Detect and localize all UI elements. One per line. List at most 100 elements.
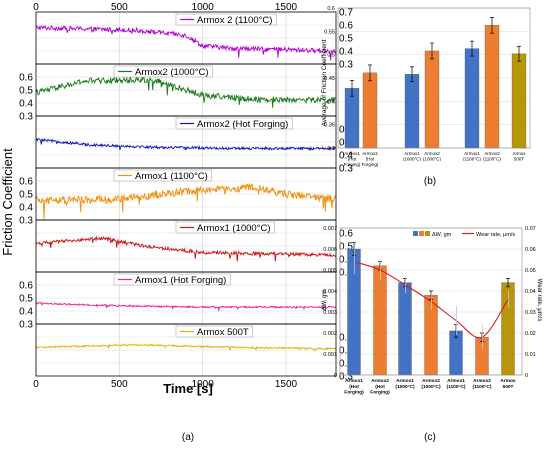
chart-b-bar-0 — [344, 88, 360, 149]
figure-label-b: (b) — [424, 176, 436, 187]
chart-b-category-label-2: Armox1 (1000°C) — [403, 151, 422, 162]
chart-a-series-line-2 — [35, 137, 336, 152]
chart-c-ytick-right-label-3: 0.04 — [525, 289, 536, 295]
chart-c-category-label-line-0-0: Armox1 — [345, 378, 363, 384]
chart-a-legend-box-1 — [113, 65, 213, 78]
chart-a-ytick-label-0-4: 0.3 — [339, 60, 353, 71]
chart-b-category-label-line-3-0: Armox2 — [424, 151, 440, 156]
chart-a-series-line-1 — [35, 76, 337, 108]
chart-b-category-label-line-0-2: Forging) — [344, 162, 361, 167]
chart-c-legend-line-label: Wear rate, μm/s — [476, 232, 515, 238]
chart-a-legend-label-4: Armox1 (1000°C) — [197, 223, 271, 234]
chart-a-xtick-top-label-3: 1500 — [275, 2, 298, 13]
chart-c-ytick-label-1: 0.006 — [323, 247, 337, 253]
chart-c-category-label-line-5-0: Armox2 — [473, 378, 491, 384]
chart-a-ytick-label-1-4: 0.3 — [19, 112, 33, 123]
chart-a-xtick-label-1: 500 — [111, 379, 128, 390]
chart-c-ytick-right-label-7: 0 — [525, 373, 528, 379]
chart-b-ytick-label-3: 0.45 — [324, 76, 335, 82]
chart-a-ytick-label-4-4: 0.3 — [339, 268, 353, 279]
chart-a-legend-label-6: Armox 500T — [197, 327, 249, 338]
chart-c-ytick-right-label-2: 0.05 — [525, 268, 536, 274]
figure-label-c: (c) — [424, 432, 436, 443]
chart-a-frames: Armox 2 (1100°C) Armox2 (1000°C) Armox2 (H… — [35, 11, 337, 377]
chart-a-ytick-label-3-3: 0.4 — [19, 203, 33, 214]
chart-a-series-line-3 — [35, 183, 337, 220]
chart-b-bar-2 — [404, 74, 420, 149]
chart-c-category-label-0: Armox1 (Hot Forging) — [344, 378, 364, 396]
chart-a-legend-box-3 — [113, 169, 213, 182]
chart-b-category-label-3: Armox2 (1000°C) — [423, 151, 442, 162]
chart-b-ytick-label-6: 0.3 — [327, 146, 335, 152]
chart-c-bar-3 — [424, 295, 438, 376]
chart-c-category-label-line-1-2: Forging) — [370, 390, 390, 396]
chart-c-bar-0 — [347, 248, 361, 376]
chart-a-legend-label-1: Armox2 (1000°C) — [135, 67, 209, 78]
chart-a-ytick-label-0-1: 0.6 — [339, 21, 353, 32]
chart-c-ytick-right-label-6: 0.01 — [525, 352, 536, 358]
chart-a-ytick-label-1-2: 0.5 — [19, 86, 33, 97]
chart-a-xtick-top-label-1: 500 — [111, 2, 128, 13]
chart-b-bar-6 — [511, 53, 527, 149]
chart-c-category-label-line-2-1: (1000°C) — [395, 384, 415, 390]
chart-b-category-label-line-1-2: Forging) — [362, 162, 379, 167]
chart-a-legend-label-5: Armox1 (Hot Forging) — [135, 275, 226, 286]
chart-c-bar-5 — [475, 337, 489, 376]
chart-a-xtick-label-0: 0 — [33, 379, 39, 390]
chart-c-ytick-label-0: 0.007 — [323, 226, 337, 232]
chart-b-category-label-line-5-1: (1100°C) — [483, 157, 501, 162]
figure-label-a: (a) — [182, 432, 194, 443]
chart-a-ytick-label-3-2: 0.5 — [19, 190, 33, 201]
chart-b-category-label-line-0-0: Armox1 — [344, 151, 360, 156]
chart-a-series-line-4 — [35, 235, 337, 262]
chart-a-legend-label-3: Armox1 (1100°C) — [135, 171, 208, 182]
chart-b-bars — [344, 16, 527, 149]
chart-b-bar-3 — [424, 50, 440, 149]
chart-b-category-label-line-1-1: (Hot — [366, 157, 375, 162]
chart-b-category-label-line-2-0: Armox1 — [404, 151, 420, 156]
chart-b-category-label-6: Armox 500T — [512, 151, 526, 162]
chart-b-ytick-label-4: 0.4 — [327, 99, 335, 105]
chart-b-category-label-0: Armox1 (Hot Forging) — [344, 151, 361, 167]
chart-a-legend-box-6 — [175, 325, 254, 338]
chart-a-ytick-label-1-1: 0.6 — [19, 73, 33, 84]
chart-b-frame — [337, 7, 531, 149]
chart-c-legend: ΔW, gm Wear rate, μm/s — [413, 231, 515, 238]
chart-a-series-line-6 — [35, 343, 337, 353]
chart-c-ytick-right-label-5: 0.02 — [525, 331, 536, 337]
chart-c-category-label-line-1-0: Armox2 — [371, 378, 389, 384]
chart-c-ytick-right-label-1: 0.06 — [525, 247, 536, 253]
chart-a-x-axis-label: Time [s] — [163, 381, 213, 396]
chart-a-ytick-label-2-4: 0.3 — [339, 164, 353, 175]
chart-c-category-label-line-4-1: (1100°C) — [447, 384, 466, 390]
chart-c-wear-rate-line — [353, 249, 509, 350]
chart-c-category-label-line-6-1: 500T — [503, 384, 514, 390]
chart-c-legend-swatch-orange — [419, 231, 424, 236]
chart-c-legend-bar-label: ΔW, gm — [432, 232, 452, 238]
chart-a-ytick-label-3-4: 0.3 — [19, 216, 33, 227]
chart-b-bar-5 — [484, 25, 500, 149]
chart-a-ytick-label-2-3: 0.4 — [339, 151, 353, 162]
chart-a-ytick-label-6-1: 0.6 — [339, 333, 353, 344]
chart-a-xtick-label-3: 1500 — [275, 379, 298, 390]
chart-a-series-line-5 — [35, 301, 337, 311]
chart-a-ytick-label-4-1: 0.6 — [339, 229, 353, 240]
chart-c-category-label-4: Armox1 (1100°C) — [447, 378, 466, 390]
chart-a-ytick-label-6-3: 0.4 — [339, 359, 353, 370]
chart-c-category-label-line-3-1: (1000°C) — [421, 384, 441, 390]
chart-c-legend-swatch-blue — [413, 231, 418, 236]
chart-a-series-group — [35, 24, 337, 353]
chart-c-right-y-axis-label: Wear rate, μm/s — [536, 279, 542, 322]
chart-c-frame — [339, 227, 523, 376]
chart-c-bars — [347, 242, 515, 376]
chart-c-category-label-line-6-0: Armox — [500, 378, 516, 384]
chart-c-wear: 0.007 0.006 0.005 0.004 0.003 0.002 0.001 0 Armo… — [322, 226, 542, 396]
chart-b-category-label-line-0-1: (Hot — [348, 157, 357, 162]
chart-b-category-label-line-4-0: Armox1 — [464, 151, 480, 156]
chart-c-category-label-line-5-1: (1100°C) — [473, 384, 492, 390]
chart-c-y-axis-label: ΔW, gm — [322, 289, 328, 310]
chart-b-category-label-line-1-0: Armox2 — [362, 151, 378, 156]
